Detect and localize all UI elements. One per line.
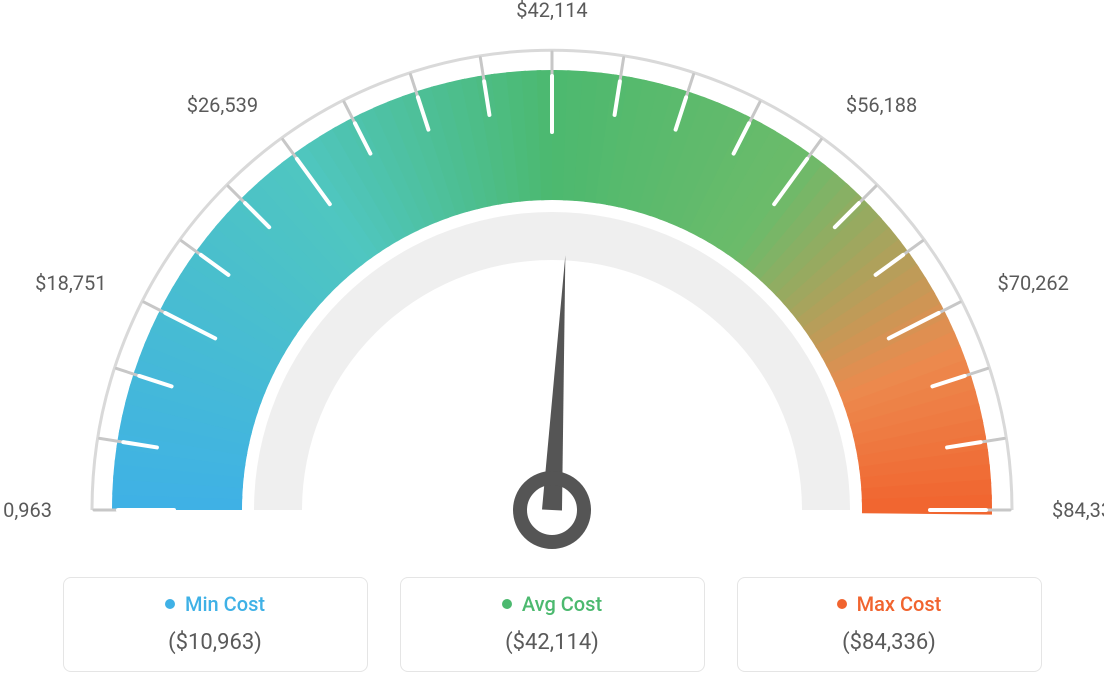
legend-avg-dot	[502, 599, 512, 609]
legend-row: Min Cost ($10,963) Avg Cost ($42,114) Ma…	[0, 577, 1104, 672]
legend-max-dot	[837, 599, 847, 609]
legend-min-value: ($10,963)	[74, 630, 357, 655]
legend-min-label: Min Cost	[185, 592, 265, 616]
gauge-tick-label: $18,751	[26, 271, 106, 295]
legend-max-value: ($84,336)	[748, 630, 1031, 655]
gauge-tick-label: $70,262	[998, 271, 1069, 295]
legend-min-dot	[165, 599, 175, 609]
legend-avg-title: Avg Cost	[502, 592, 602, 616]
legend-avg: Avg Cost ($42,114)	[400, 577, 705, 672]
cost-gauge-container: $10,963 $18,751 $26,539 $42,114 $56,188 $70,2…	[0, 0, 1104, 690]
gauge-svg	[0, 0, 1104, 560]
legend-avg-value: ($42,114)	[411, 630, 694, 655]
legend-max-label: Max Cost	[857, 592, 942, 616]
legend-max: Max Cost ($84,336)	[737, 577, 1042, 672]
legend-min: Min Cost ($10,963)	[63, 577, 368, 672]
legend-min-title: Min Cost	[165, 592, 265, 616]
gauge-chart	[0, 0, 1104, 560]
gauge-tick-label: $56,188	[846, 93, 917, 117]
legend-avg-label: Avg Cost	[522, 592, 602, 616]
gauge-tick-label: $84,336	[1052, 498, 1104, 522]
gauge-tick-label: $42,114	[512, 0, 592, 22]
gauge-tick-label: $26,539	[178, 93, 258, 117]
gauge-tick-label: $10,963	[0, 498, 52, 522]
legend-max-title: Max Cost	[837, 592, 942, 616]
